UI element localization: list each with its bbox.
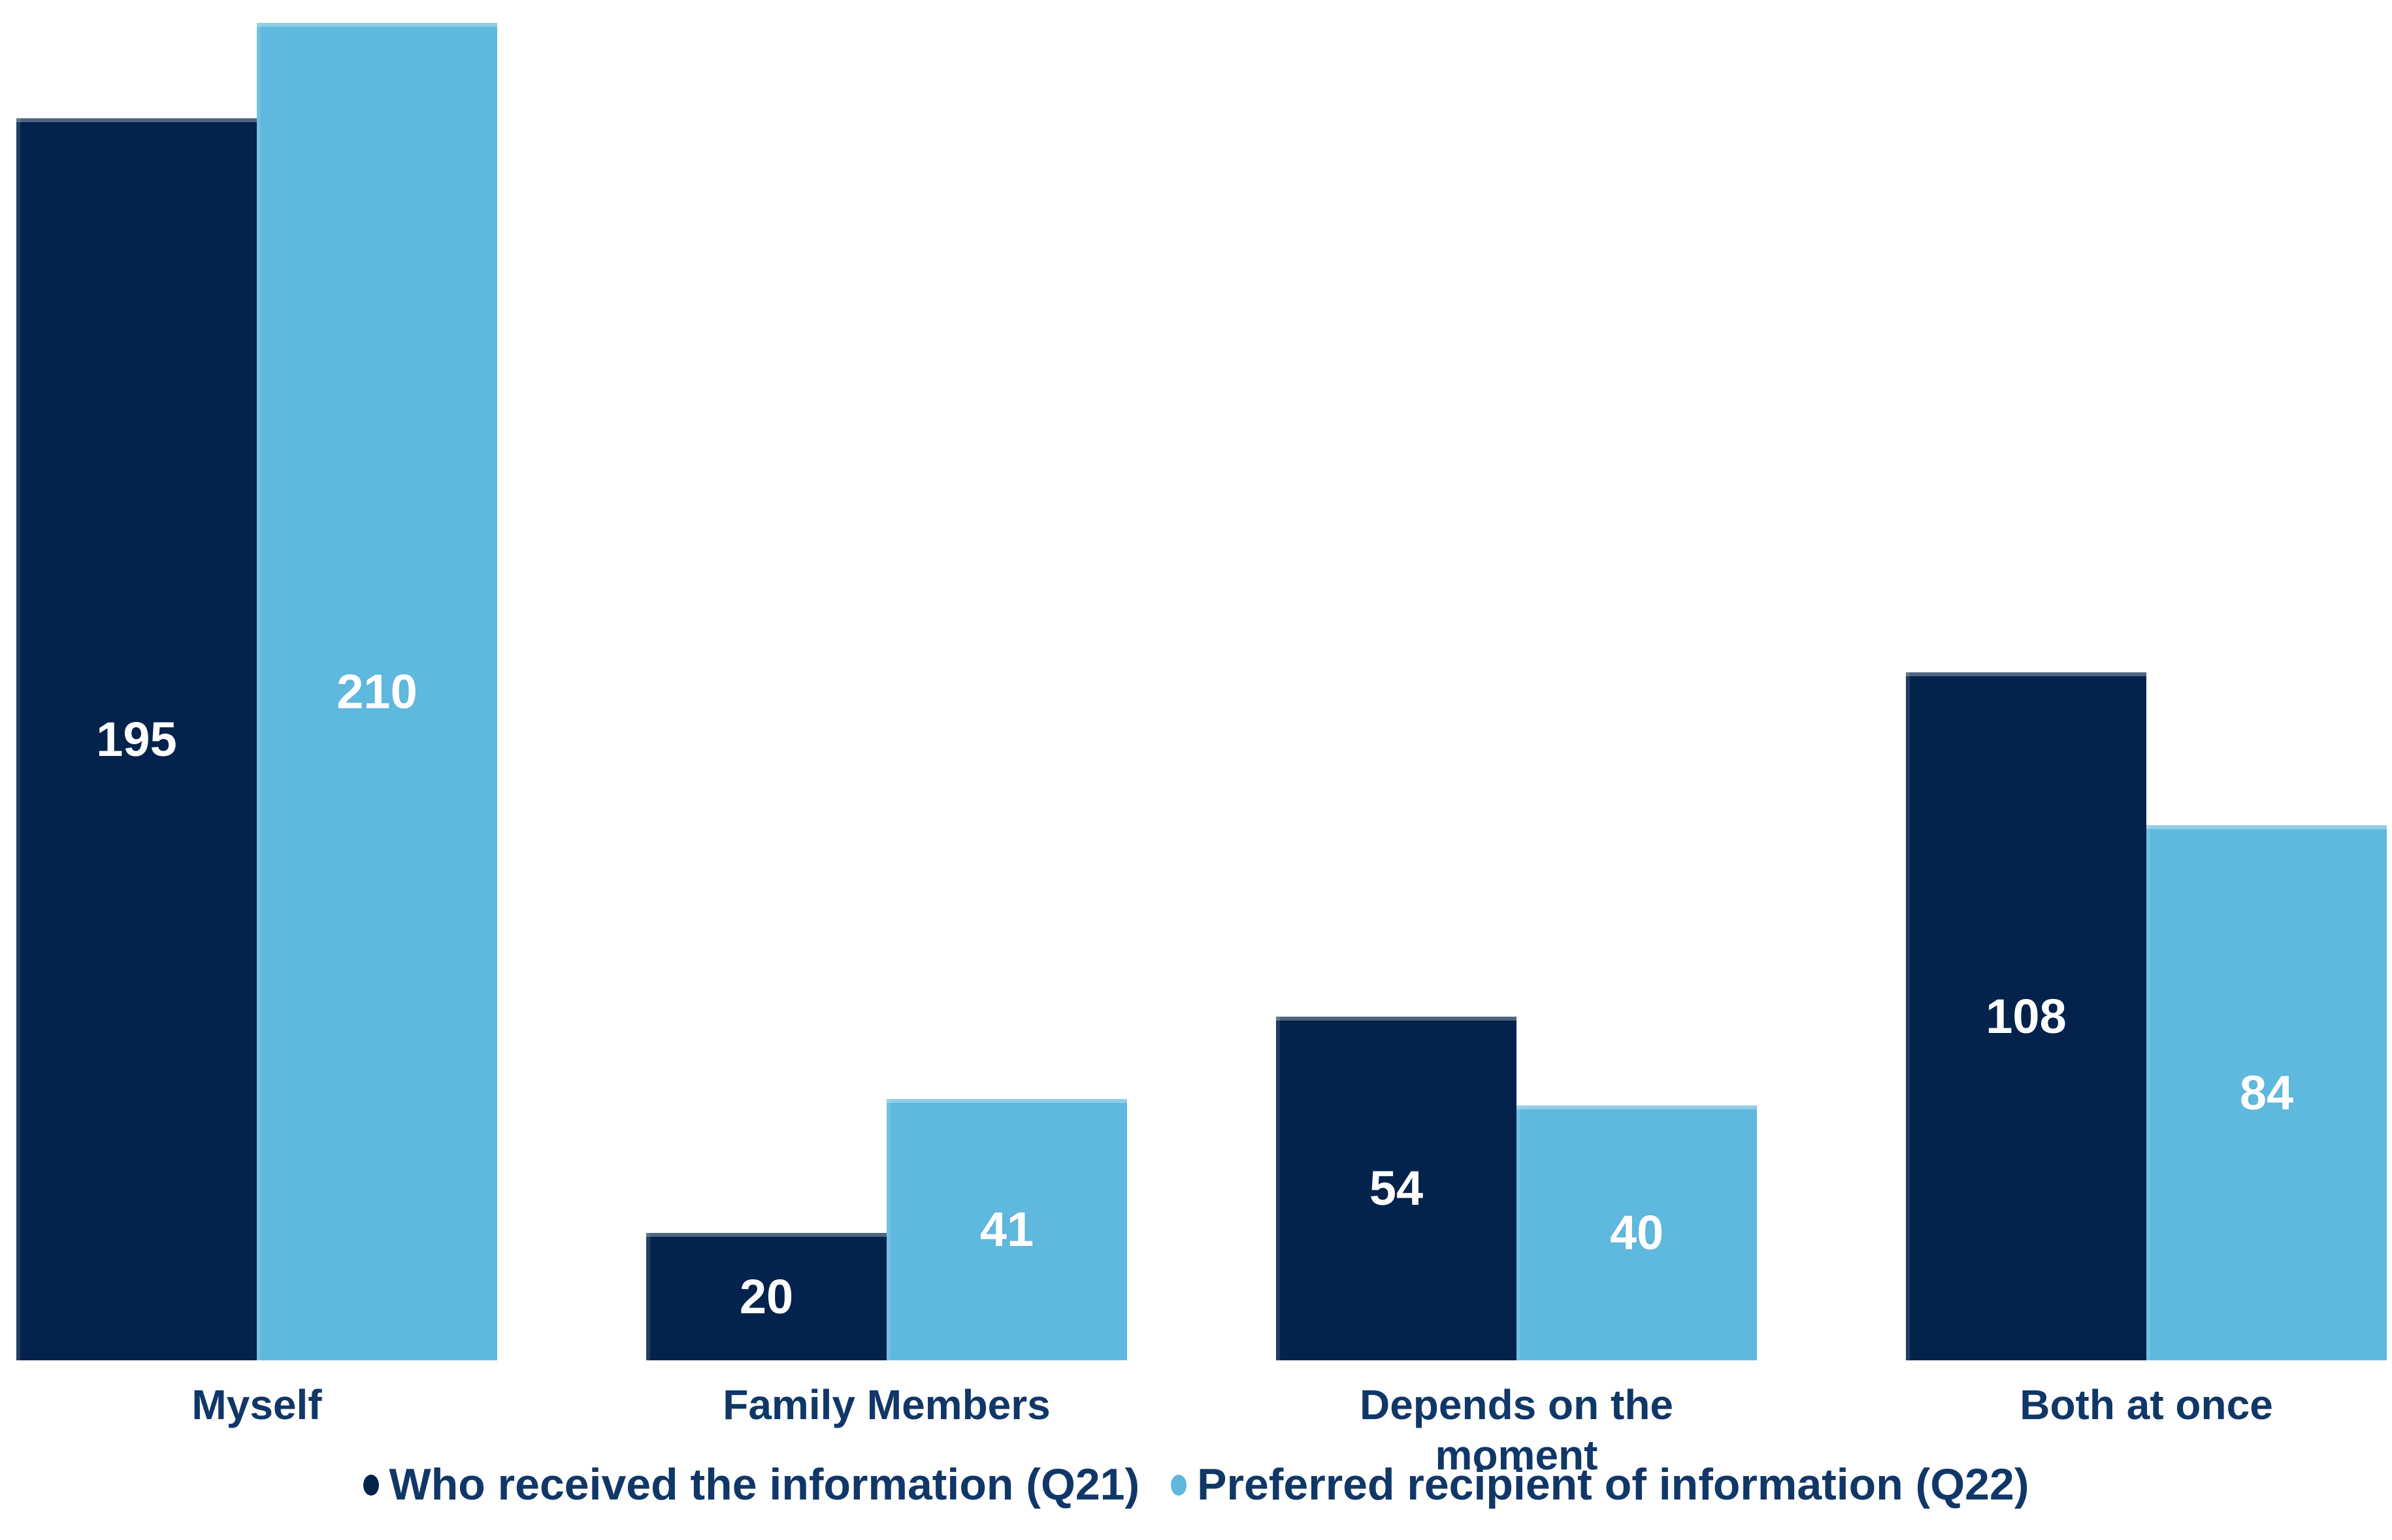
legend-label: Preferred recipient of information (Q22) (1197, 1460, 2029, 1509)
category-label-both-at-once: Both at once (2020, 1381, 2273, 1428)
bar-group-depends-on-the-moment: 54 40 (1276, 1017, 1757, 1360)
legend-label: Who received the information (Q21) (389, 1460, 1140, 1509)
bar-value-label: 41 (979, 1202, 1034, 1256)
category-label-depends-on-the-moment: Depends on the moment (1359, 1381, 1674, 1479)
bar-series1-myself: 195 (16, 118, 257, 1360)
plot-area: 195 210 20 41 54 40 108 84 (16, 0, 2387, 1360)
bar-series2-family-members: 41 (887, 1099, 1127, 1360)
bar-series2-myself: 210 (257, 23, 497, 1360)
category-label-myself: Myself (191, 1381, 322, 1428)
legend-dot-icon (363, 1474, 379, 1496)
bar-series1-family-members: 20 (646, 1233, 887, 1360)
bar-series2-both-at-once: 84 (2146, 825, 2387, 1360)
bar-series1-both-at-once: 108 (1906, 672, 2146, 1360)
legend-item-series1: Who received the information (Q21) (363, 1458, 1140, 1512)
legend-dot-icon (1171, 1474, 1187, 1496)
bar-value-label: 40 (1609, 1205, 1664, 1260)
bar-value-label: 84 (2239, 1065, 2294, 1120)
legend-item-series2: Preferred recipient of information (Q22) (1171, 1458, 2029, 1512)
bar-value-label: 54 (1369, 1161, 1424, 1215)
bar-group-both-at-once: 108 84 (1906, 672, 2387, 1360)
bar-value-label: 210 (336, 664, 418, 719)
bar-series2-depends-on-the-moment: 40 (1516, 1106, 1757, 1360)
bar-series1-depends-on-the-moment: 54 (1276, 1017, 1516, 1360)
category-axis: Myself Family Members Depends on the momen… (16, 1380, 2387, 1481)
bar-group-myself: 195 210 (16, 23, 497, 1360)
bar-value-label: 20 (739, 1269, 794, 1324)
bar-group-family-members: 20 41 (646, 1099, 1127, 1360)
bar-value-label: 195 (96, 712, 177, 766)
bar-value-label: 108 (1986, 989, 2067, 1043)
category-label-family-members: Family Members (723, 1381, 1051, 1428)
legend: Who received the information (Q21) Prefer… (0, 1458, 2392, 1512)
